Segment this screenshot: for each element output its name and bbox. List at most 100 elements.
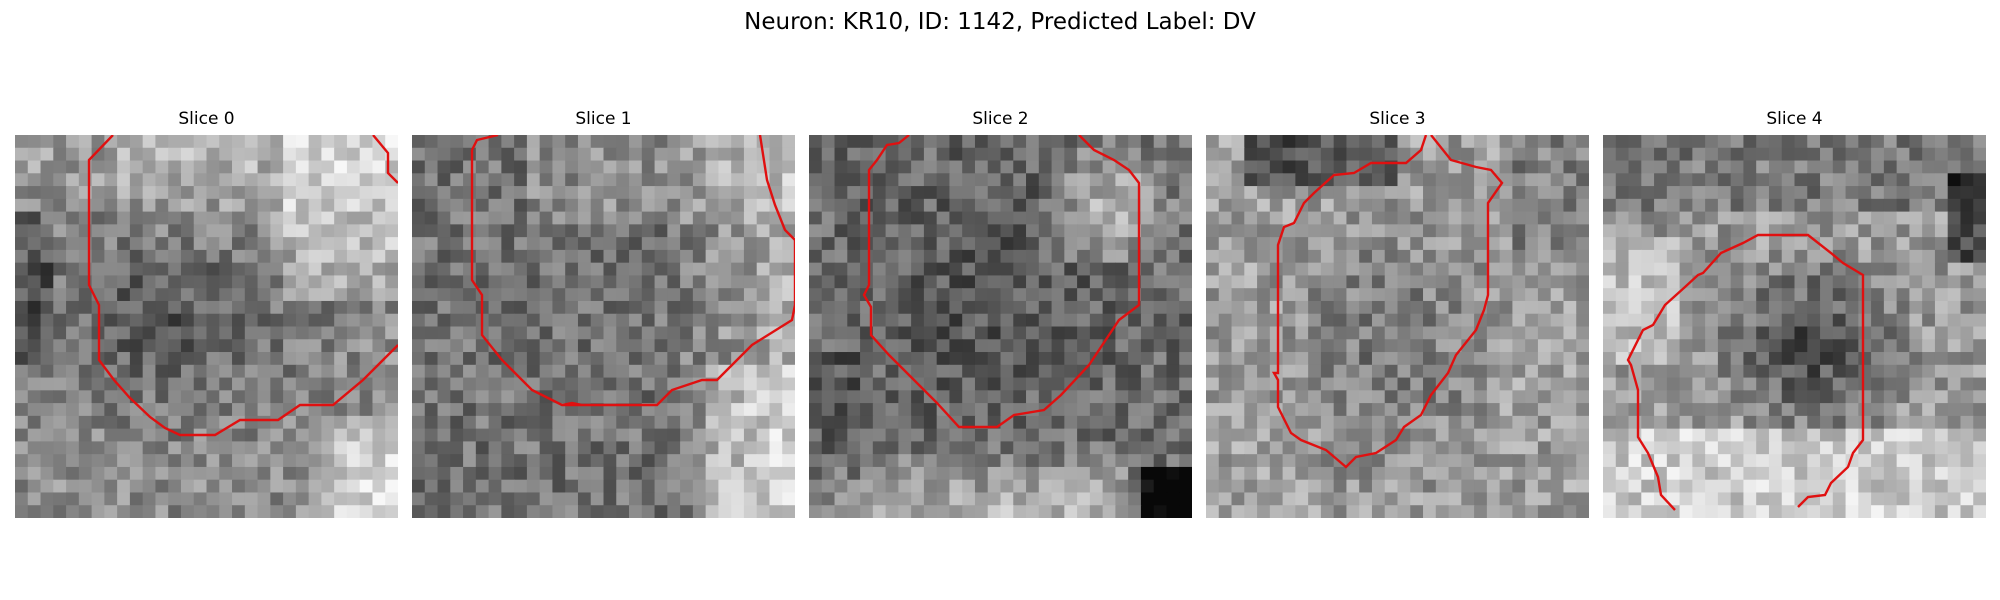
image-pixel — [616, 377, 630, 391]
image-pixel — [1244, 492, 1258, 506]
image-pixel — [1244, 262, 1258, 277]
image-pixel — [782, 288, 795, 302]
image-pixel — [1768, 364, 1783, 379]
image-pixel — [450, 173, 464, 187]
image-pixel — [1461, 377, 1475, 391]
image-pixel — [1807, 466, 1821, 481]
image-pixel — [1820, 454, 1834, 468]
image-pixel — [1102, 415, 1116, 430]
image-pixel — [821, 300, 836, 315]
image-pixel — [718, 492, 732, 506]
image-pixel — [654, 428, 668, 442]
image-pixel — [1038, 288, 1053, 302]
image-pixel — [270, 505, 284, 518]
image-pixel — [346, 249, 361, 264]
image-pixel — [475, 249, 490, 264]
image-pixel — [1295, 339, 1309, 353]
image-pixel — [1537, 211, 1552, 225]
image-pixel — [962, 224, 976, 238]
image-pixel — [1730, 135, 1745, 149]
image-pixel — [1000, 211, 1014, 225]
image-pixel — [104, 492, 118, 506]
image-pixel — [40, 288, 54, 302]
image-pixel — [1102, 275, 1116, 289]
image-pixel — [437, 300, 451, 315]
image-pixel — [743, 237, 758, 251]
image-pixel — [283, 339, 297, 353]
image-pixel — [334, 160, 348, 174]
image-pixel — [1871, 505, 1885, 518]
image-pixel — [15, 313, 29, 328]
image-pixel — [206, 415, 220, 430]
image-pixel — [193, 479, 208, 494]
image-pixel — [463, 352, 477, 366]
image-pixel — [539, 186, 554, 200]
image-pixel — [1858, 288, 1872, 302]
image-pixel — [359, 262, 374, 277]
image-pixel — [437, 441, 451, 455]
image-pixel — [974, 492, 989, 506]
image-pixel — [731, 288, 745, 302]
image-pixel — [488, 135, 502, 149]
image-pixel — [526, 288, 541, 302]
image-pixel — [1512, 403, 1526, 417]
image-pixel — [1654, 147, 1668, 162]
image-pixel — [219, 352, 233, 366]
image-pixel — [27, 135, 42, 149]
image-pixel — [1206, 147, 1220, 162]
image-pixel — [1679, 441, 1693, 455]
image-pixel — [27, 403, 42, 417]
image-pixel — [1206, 377, 1220, 391]
image-pixel — [1756, 300, 1770, 315]
image-pixel — [1768, 403, 1783, 417]
image-pixel — [1794, 211, 1808, 225]
image-pixel — [654, 313, 668, 328]
image-pixel — [27, 415, 42, 430]
image-pixel — [1730, 275, 1745, 289]
image-pixel — [834, 173, 848, 187]
image-pixel — [1973, 237, 1986, 251]
image-pixel — [1858, 492, 1872, 506]
image-pixel — [1231, 364, 1245, 379]
image-pixel — [334, 364, 348, 379]
image-pixel — [743, 186, 758, 200]
image-pixel — [1973, 326, 1986, 340]
image-pixel — [1692, 211, 1706, 225]
image-pixel — [1486, 428, 1501, 442]
image-pixel — [539, 237, 554, 251]
image-pixel — [1448, 479, 1462, 494]
image-pixel — [27, 186, 42, 200]
image-pixel — [1756, 249, 1770, 264]
image-pixel — [412, 390, 426, 404]
image-pixel — [923, 224, 938, 238]
image-pixel — [1934, 339, 1949, 353]
image-pixel — [1257, 390, 1271, 404]
image-pixel — [1089, 160, 1104, 174]
image-pixel — [475, 147, 490, 162]
image-pixel — [91, 275, 105, 289]
image-pixel — [1947, 173, 1962, 187]
image-pixel — [1858, 352, 1872, 366]
image-pixel — [821, 160, 836, 174]
image-pixel — [936, 326, 951, 340]
image-pixel — [1550, 224, 1565, 238]
image-pixel — [1641, 262, 1655, 277]
image-pixel — [488, 466, 502, 481]
image-pixel — [346, 173, 361, 187]
image-pixel — [514, 403, 528, 417]
image-pixel — [1384, 275, 1399, 289]
image-pixel — [1089, 224, 1104, 238]
image-pixel — [283, 390, 297, 404]
image-pixel — [782, 160, 795, 174]
image-pixel — [1435, 403, 1450, 417]
image-pixel — [1128, 352, 1142, 366]
image-pixel — [372, 364, 386, 379]
image-pixel — [321, 211, 335, 225]
image-pixel — [53, 377, 67, 391]
image-pixel — [501, 505, 515, 518]
image-pixel — [552, 492, 566, 506]
image-pixel — [1384, 211, 1399, 225]
image-pixel — [1179, 249, 1192, 264]
image-pixel — [142, 300, 157, 315]
image-pixel — [1064, 275, 1078, 289]
